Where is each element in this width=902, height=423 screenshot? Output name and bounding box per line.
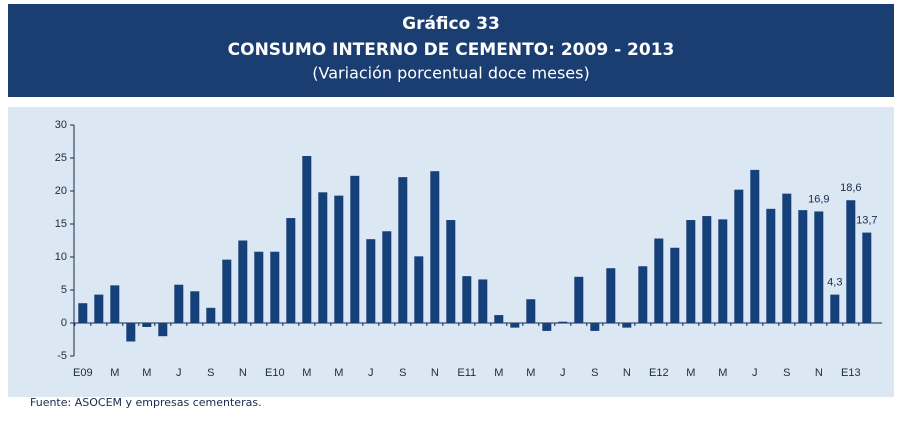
bar: [494, 315, 504, 323]
value-label: 4,3: [827, 277, 842, 289]
y-tick-label: 20: [55, 185, 67, 197]
bar: [398, 177, 408, 323]
bar: [558, 321, 568, 323]
bar: [190, 291, 200, 323]
x-tick-label: J: [752, 367, 758, 379]
x-tick-label: M: [526, 367, 535, 379]
bar: [174, 284, 184, 323]
x-tick-label: E11: [457, 367, 476, 379]
bar: [574, 276, 584, 323]
y-tick-label: 25: [55, 152, 67, 164]
bar: [238, 240, 248, 323]
bar: [830, 294, 840, 323]
x-tick-label: N: [815, 367, 823, 379]
value-label: 16,9: [808, 193, 829, 205]
bar: [814, 211, 824, 323]
x-tick-label: J: [560, 367, 566, 379]
bar: [702, 216, 712, 323]
y-tick-label: 10: [55, 251, 67, 263]
bar: [254, 251, 264, 323]
y-tick-label: 15: [55, 218, 67, 230]
y-tick-label: 0: [61, 317, 67, 329]
chart-number: Gráfico 33: [402, 14, 500, 34]
bar: [126, 323, 136, 342]
bar: [142, 323, 152, 327]
bar: [590, 323, 600, 331]
x-tick-label: S: [207, 367, 214, 379]
x-tick-label: N: [239, 367, 247, 379]
x-tick-label: J: [176, 367, 182, 379]
y-tick-label: 5: [61, 284, 67, 296]
x-tick-label: S: [783, 367, 790, 379]
bar: [638, 266, 648, 323]
source-note: Fuente: ASOCEM y empresas cementeras.: [30, 396, 262, 409]
bar: [94, 294, 104, 323]
bar: [206, 307, 216, 323]
y-tick-label: -5: [57, 350, 67, 362]
bar: [526, 299, 536, 323]
bar: [782, 193, 792, 323]
value-label: 18,6: [840, 182, 861, 194]
bar: [78, 303, 88, 323]
x-tick-label: S: [591, 367, 598, 379]
bar: [622, 323, 632, 328]
x-tick-label: M: [302, 367, 311, 379]
x-tick-label: M: [110, 367, 119, 379]
bar: [510, 323, 520, 328]
bar: [286, 218, 296, 323]
x-tick-label: M: [142, 367, 151, 379]
bar: [318, 192, 328, 323]
bar: [158, 323, 168, 337]
x-tick-label: M: [334, 367, 343, 379]
x-tick-label: M: [718, 367, 727, 379]
bar: [654, 238, 664, 323]
header-band: [8, 4, 894, 97]
bar: [542, 323, 552, 331]
bar: [302, 156, 312, 323]
x-tick-label: E13: [841, 367, 861, 379]
chart-subtitle: (Variación porcentual doce meses): [312, 64, 589, 83]
x-tick-label: E10: [265, 367, 285, 379]
bar: [670, 247, 680, 323]
bar: [366, 239, 376, 323]
bar: [270, 251, 280, 323]
bar: [414, 256, 424, 323]
bar: [350, 175, 360, 323]
x-tick-label: N: [431, 367, 439, 379]
bar: [686, 220, 696, 323]
bar: [446, 220, 456, 323]
bar: [734, 189, 744, 323]
bar: [334, 195, 344, 323]
x-tick-label: E12: [649, 367, 669, 379]
chart-title: CONSUMO INTERNO DE CEMENTO: 2009 - 2013: [228, 40, 675, 60]
x-tick-label: S: [399, 367, 406, 379]
x-tick-label: N: [623, 367, 631, 379]
bar: [478, 279, 488, 323]
bar: [606, 268, 616, 323]
bar: [222, 259, 232, 323]
x-tick-label: M: [686, 367, 695, 379]
x-tick-label: E09: [73, 367, 93, 379]
bar: [750, 169, 760, 323]
bar: [430, 171, 440, 323]
value-label: 13,7: [856, 214, 877, 226]
x-tick-label: M: [494, 367, 503, 379]
y-tick-label: 30: [55, 119, 67, 131]
bar: [462, 276, 472, 323]
x-tick-label: J: [368, 367, 374, 379]
bar: [110, 285, 120, 323]
bar: [766, 208, 776, 323]
bar: [846, 200, 856, 323]
bar: [862, 232, 872, 323]
bar: [382, 231, 392, 323]
bar: [718, 219, 728, 323]
bar: [798, 210, 808, 323]
